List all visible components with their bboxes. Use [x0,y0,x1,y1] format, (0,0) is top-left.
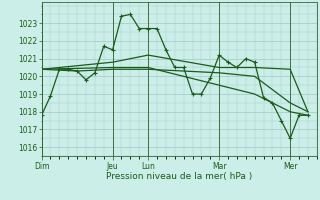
X-axis label: Pression niveau de la mer( hPa ): Pression niveau de la mer( hPa ) [106,172,252,181]
